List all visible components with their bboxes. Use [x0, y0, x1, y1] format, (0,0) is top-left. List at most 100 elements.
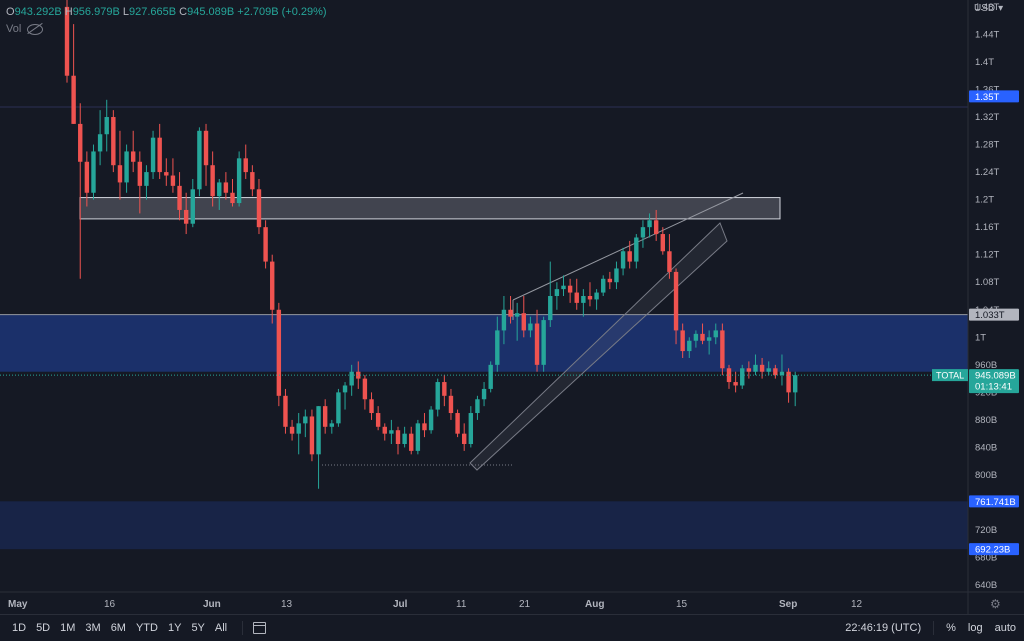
candle-body: [766, 368, 771, 372]
candle-body: [157, 137, 162, 173]
close-label: C: [179, 6, 188, 18]
log-toggle[interactable]: log: [967, 622, 983, 634]
price-badge-text: 1.35T: [975, 92, 999, 103]
candle-body: [91, 151, 96, 193]
candle-body: [455, 413, 460, 434]
gear-icon[interactable]: ⚙: [990, 597, 1001, 611]
candle-body: [349, 371, 354, 386]
rising-wedge-upper[interactable]: [512, 192, 744, 301]
price-zone[interactable]: [0, 314, 968, 372]
candle-body: [64, 6, 70, 76]
candle-body: [687, 340, 692, 352]
candle-body: [144, 172, 149, 186]
candle-body: [316, 406, 321, 455]
candle-body: [197, 130, 202, 190]
price-zones[interactable]: [0, 197, 968, 550]
range-3m-button[interactable]: 3M: [85, 622, 101, 634]
price-tick-label: 1.2T: [975, 195, 994, 206]
candle-body: [170, 175, 176, 186]
candle-body: [236, 158, 242, 204]
time-tick-label: 11: [456, 599, 467, 610]
candle-body: [263, 227, 268, 262]
candle-body: [395, 430, 401, 444]
candle-body: [528, 323, 533, 331]
time-tick-label: 16: [104, 599, 116, 610]
candle-body: [422, 423, 427, 431]
eye-hidden-icon[interactable]: [27, 23, 44, 35]
right-tools: 22:46:19 (UTC) % log auto: [845, 615, 1016, 641]
rising-channel[interactable]: [469, 222, 728, 471]
candle-body: [561, 285, 566, 290]
candle-body: [667, 251, 672, 272]
price-tick-label: 880B: [975, 415, 997, 426]
candle-body: [296, 423, 301, 434]
candle-body: [508, 309, 513, 317]
candle-body: [733, 382, 738, 386]
candle-body: [534, 323, 540, 365]
time-tick-label: Aug: [585, 599, 604, 610]
auto-toggle[interactable]: auto: [994, 622, 1016, 634]
price-tick-label: 720B: [975, 525, 997, 536]
change-value: +2.709B (+0.29%): [237, 6, 327, 18]
candle-body: [601, 278, 606, 293]
low-value: 927.665B: [128, 6, 177, 18]
price-badge-text: 761.741B: [975, 497, 1016, 508]
candle-body: [435, 382, 440, 410]
range-6m-button[interactable]: 6M: [110, 622, 126, 634]
candle-body: [289, 426, 295, 434]
candle-body: [84, 161, 90, 193]
candlestick-series: [64, 0, 798, 489]
range-5y-button[interactable]: 5Y: [191, 622, 205, 634]
candle-body: [111, 117, 116, 166]
calendar-icon[interactable]: [253, 622, 267, 634]
range-all-button[interactable]: All: [214, 622, 228, 634]
currency-selector[interactable]: USD ▾: [974, 3, 1003, 14]
price-tick-label: 1.32T: [975, 112, 999, 123]
candle-body: [653, 220, 659, 235]
candle-body: [720, 330, 725, 369]
candle-body: [614, 268, 619, 283]
time-axis[interactable]: May 16 Jun 13 Jul 11 21 Aug 15 Sep 12: [8, 599, 863, 610]
candle-body: [786, 371, 791, 393]
price-badge-text: 945.089B: [975, 371, 1016, 382]
candle-body: [495, 330, 500, 365]
price-badge-bg: [969, 308, 1019, 321]
toolbar-divider: [242, 621, 244, 635]
candle-body: [409, 433, 414, 451]
range-ytd-button[interactable]: YTD: [135, 622, 158, 634]
candle-body: [660, 234, 665, 252]
symbol-badge: TOTAL: [932, 369, 968, 382]
trend-drawings[interactable]: [0, 106, 968, 471]
range-1d-button[interactable]: 1D: [12, 622, 27, 634]
percent-toggle[interactable]: %: [946, 622, 956, 634]
price-badge: 1.033T: [969, 308, 1019, 321]
range-1m-button[interactable]: 1M: [60, 622, 76, 634]
time-tick-label: 21: [519, 599, 531, 610]
low-label: L: [122, 6, 129, 18]
candle-body: [270, 261, 275, 310]
range-5d-button[interactable]: 5D: [36, 622, 51, 634]
candle-body: [303, 416, 308, 424]
candle-body: [620, 251, 626, 269]
candle-body: [587, 296, 593, 300]
candle-body: [203, 130, 209, 166]
candle-body: [462, 433, 467, 444]
candle-body: [640, 227, 646, 238]
price-badge-bg: [969, 543, 1019, 556]
candle-body: [746, 368, 752, 372]
candle-body: [428, 409, 434, 431]
range-1y-button[interactable]: 1Y: [167, 622, 182, 634]
candle-body: [276, 309, 282, 396]
candle-body: [283, 395, 288, 427]
clock-time[interactable]: 22:46:19 (UTC): [845, 622, 922, 634]
price-tick-label: 800B: [975, 470, 997, 481]
candle-body: [647, 220, 652, 228]
candle-body: [779, 371, 785, 376]
price-zone[interactable]: [0, 501, 968, 550]
price-tick-label: 840B: [975, 442, 997, 453]
time-tick-label: 12: [851, 599, 863, 610]
volume-legend[interactable]: Vol: [6, 23, 44, 35]
price-badge: 692.23B: [969, 543, 1019, 556]
